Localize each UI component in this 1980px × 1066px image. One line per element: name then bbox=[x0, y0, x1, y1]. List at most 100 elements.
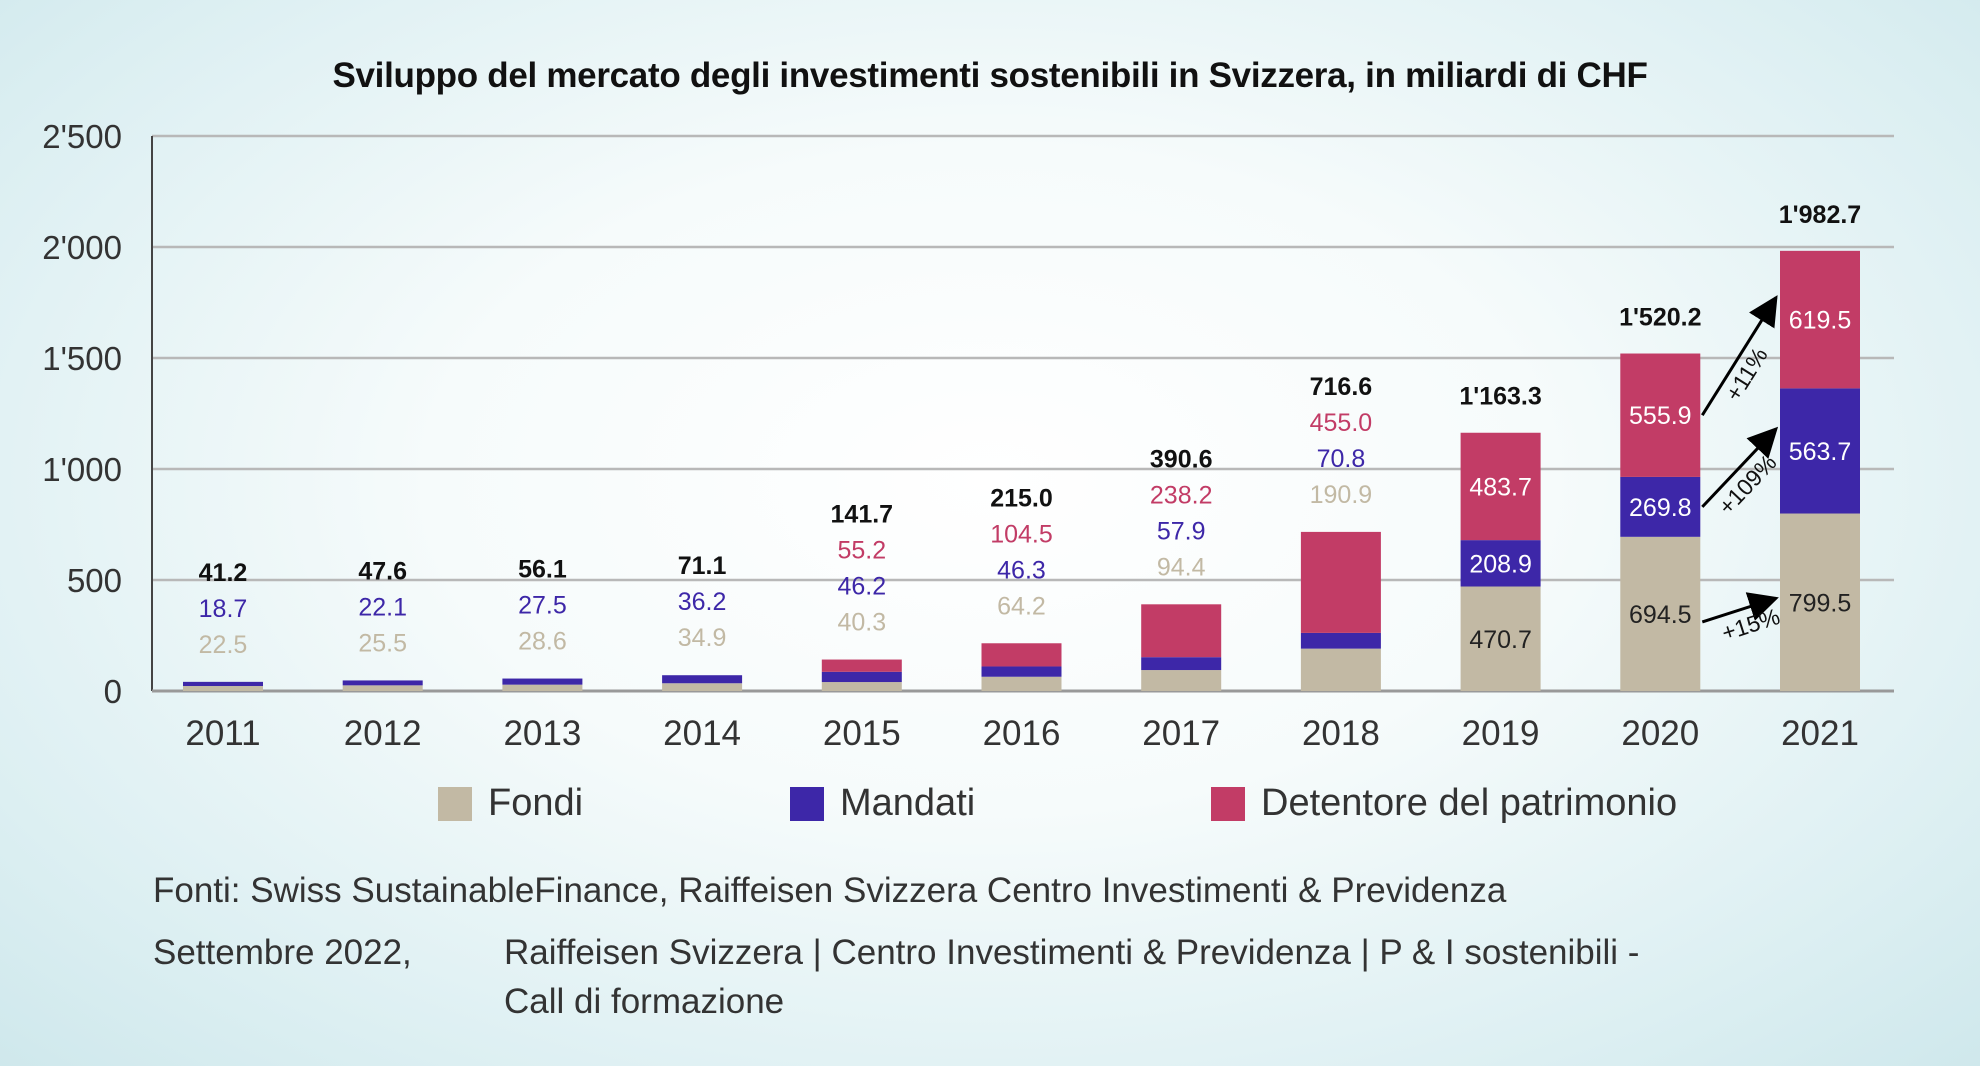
data-label-fondi: 799.5 bbox=[1789, 589, 1852, 617]
x-tick-label: 2015 bbox=[823, 714, 901, 753]
data-label-mandati: 46.2 bbox=[837, 573, 886, 601]
data-label-total: 71.1 bbox=[678, 552, 727, 580]
y-tick-label: 1'000 bbox=[42, 451, 122, 488]
legend-item-fondi: Fondi bbox=[438, 782, 583, 825]
legend-swatch-fondi bbox=[438, 786, 472, 821]
legend-item-mandati: Mandati bbox=[790, 782, 975, 825]
bar-segment-fondi bbox=[1780, 513, 1860, 691]
bar-segment-mandati bbox=[981, 666, 1062, 677]
data-label-mandati: 57.9 bbox=[1157, 517, 1206, 545]
bar-segment-fondi bbox=[1460, 586, 1541, 691]
x-tick-label: 2019 bbox=[1462, 714, 1540, 753]
data-label-total: 41.2 bbox=[199, 559, 248, 587]
data-label-mandati: 18.7 bbox=[199, 595, 248, 623]
bar-segment-detentore-del-patrimonio bbox=[1620, 353, 1701, 477]
x-tick-label: 2017 bbox=[1142, 714, 1220, 753]
bar-segment-mandati bbox=[1300, 632, 1381, 649]
legend-item-detentore: Detentore del patrimonio bbox=[1211, 782, 1677, 825]
data-label-total: 390.6 bbox=[1150, 445, 1213, 473]
bar-segment-detentore-del-patrimonio bbox=[1141, 604, 1222, 658]
data-label-detentore: 555.9 bbox=[1629, 402, 1692, 430]
footer-date: Settembre 2022, bbox=[153, 933, 412, 972]
x-tick-label: 2011 bbox=[185, 714, 260, 753]
bar-segment-mandati bbox=[183, 681, 263, 687]
data-label-fondi: 40.3 bbox=[837, 609, 886, 637]
data-label-detentore: 55.2 bbox=[837, 537, 886, 565]
growth-arrow bbox=[1701, 426, 1779, 508]
data-label-fondi: 22.5 bbox=[199, 631, 248, 659]
bar-segment-detentore-del-patrimonio bbox=[1460, 432, 1541, 541]
growth-arrow bbox=[1701, 592, 1779, 624]
data-label-detentore: 455.0 bbox=[1310, 409, 1373, 437]
bar-segment-fondi bbox=[183, 686, 263, 691]
bar-segment-mandati bbox=[821, 671, 902, 683]
bar-segment-fondi bbox=[1141, 670, 1222, 691]
data-label-detentore: 104.5 bbox=[990, 520, 1053, 548]
data-label-fondi: 64.2 bbox=[997, 592, 1046, 620]
y-tick-label: 1'500 bbox=[42, 340, 122, 377]
data-label-mandati: 208.9 bbox=[1469, 550, 1532, 578]
data-label-detentore: 238.2 bbox=[1150, 481, 1213, 509]
data-label-detentore: 619.5 bbox=[1789, 307, 1852, 335]
legend-label-detentore: Detentore del patrimonio bbox=[1261, 782, 1678, 824]
bar-segment-detentore-del-patrimonio bbox=[981, 643, 1062, 667]
data-label-total: 1'520.2 bbox=[1619, 304, 1701, 332]
data-label-mandati: 269.8 bbox=[1629, 494, 1692, 522]
data-label-mandati: 27.5 bbox=[518, 592, 567, 620]
y-tick-label: 0 bbox=[104, 673, 122, 710]
data-label-fondi: 25.5 bbox=[358, 629, 407, 657]
bar-segment-fondi bbox=[981, 676, 1062, 691]
data-label-fondi: 190.9 bbox=[1310, 481, 1373, 509]
bar-segment-mandati bbox=[1780, 388, 1860, 514]
bar-segment-mandati bbox=[1620, 476, 1701, 537]
bar-segment-mandati bbox=[662, 675, 743, 684]
data-label-mandati: 36.2 bbox=[678, 588, 727, 616]
bar-segment-fondi bbox=[1620, 536, 1701, 691]
data-label-detentore: 483.7 bbox=[1469, 473, 1532, 501]
bar-segment-detentore-del-patrimonio bbox=[821, 659, 902, 672]
legend-label-mandati: Mandati bbox=[840, 782, 976, 824]
x-tick-label: 2018 bbox=[1302, 714, 1380, 753]
data-label-total: 141.7 bbox=[831, 501, 894, 529]
x-tick-label: 2012 bbox=[344, 714, 422, 753]
data-label-fondi: 28.6 bbox=[518, 628, 567, 656]
footer-org-line1: Raiffeisen Svizzera | Centro Investiment… bbox=[504, 933, 1640, 972]
x-tick-label: 2020 bbox=[1621, 714, 1699, 753]
legend-label-fondi: Fondi bbox=[488, 782, 584, 824]
data-label-fondi: 34.9 bbox=[678, 624, 727, 652]
bar-segment-fondi bbox=[342, 685, 423, 691]
footer-sources: Fonti: Swiss SustainableFinance, Raiffei… bbox=[153, 871, 1507, 910]
footer-org-line2: Call di formazione bbox=[504, 982, 785, 1021]
data-label-mandati: 22.1 bbox=[358, 593, 407, 621]
x-tick-label: 2014 bbox=[663, 714, 741, 753]
bar-segment-fondi bbox=[662, 683, 743, 691]
data-label-total: 1'982.7 bbox=[1779, 201, 1861, 229]
data-label-mandati: 563.7 bbox=[1789, 438, 1852, 466]
data-label-total: 56.1 bbox=[518, 556, 567, 584]
legend-swatch-detentore bbox=[1211, 786, 1245, 821]
bar-segment-detentore-del-patrimonio bbox=[1780, 250, 1860, 389]
chart-title: Sviluppo del mercato degli investimenti … bbox=[332, 56, 1648, 95]
bar-segment-fondi bbox=[1300, 648, 1381, 691]
x-tick-label: 2021 bbox=[1781, 714, 1859, 753]
bar-segment-mandati bbox=[342, 680, 423, 686]
data-label-total: 215.0 bbox=[990, 484, 1053, 512]
bar-segment-detentore-del-patrimonio bbox=[1300, 531, 1381, 633]
bar-segment-fondi bbox=[502, 684, 583, 691]
data-label-fondi: 470.7 bbox=[1469, 626, 1532, 654]
data-label-fondi: 94.4 bbox=[1157, 553, 1206, 581]
growth-label: +15% bbox=[1718, 603, 1783, 646]
bar-segment-fondi bbox=[821, 682, 902, 691]
data-label-fondi: 694.5 bbox=[1629, 601, 1692, 629]
data-label-mandati: 46.3 bbox=[997, 556, 1046, 584]
bar-segment-mandati bbox=[1460, 540, 1541, 587]
y-tick-label: 500 bbox=[67, 562, 122, 599]
legend-swatch-mandati bbox=[790, 786, 824, 821]
x-tick-label: 2016 bbox=[983, 714, 1061, 753]
data-label-total: 47.6 bbox=[358, 557, 407, 585]
y-tick-label: 2'000 bbox=[42, 229, 122, 266]
data-label-mandati: 70.8 bbox=[1317, 445, 1366, 473]
bar-segment-mandati bbox=[502, 678, 583, 685]
y-tick-label: 2'500 bbox=[42, 118, 122, 155]
